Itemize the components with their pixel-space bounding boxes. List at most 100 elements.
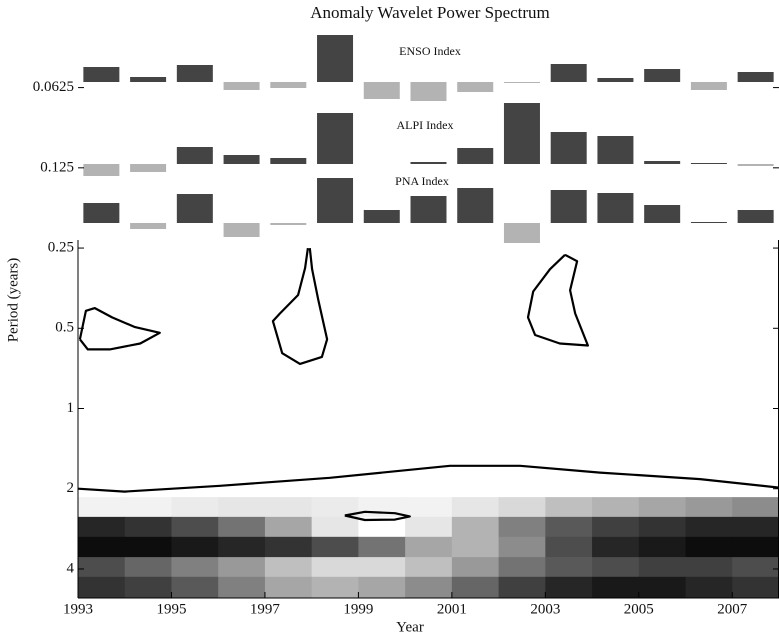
power-cell xyxy=(498,497,546,518)
index-bar xyxy=(503,223,540,243)
index-bar xyxy=(317,113,354,164)
power-cell xyxy=(358,576,406,599)
power-cell xyxy=(171,497,219,518)
power-cell xyxy=(358,557,406,578)
index-bar xyxy=(737,164,774,166)
y-tick-label: 4 xyxy=(67,560,75,576)
power-cell xyxy=(498,557,546,578)
index-bar xyxy=(503,103,540,164)
index-bar xyxy=(83,203,120,223)
power-cell xyxy=(311,557,359,578)
power-cell xyxy=(311,516,359,538)
power-cell xyxy=(78,516,126,538)
power-cell xyxy=(498,576,546,599)
index-bar xyxy=(130,77,167,82)
power-cell xyxy=(218,557,266,578)
index-bar xyxy=(83,67,120,82)
power-cell xyxy=(545,536,593,558)
power-cell xyxy=(218,516,266,538)
power-cell xyxy=(78,576,126,599)
index-bar xyxy=(550,190,587,223)
index-bar xyxy=(130,164,167,172)
index-bar xyxy=(363,82,400,99)
index-bar xyxy=(550,64,587,82)
x-tick-label: 1997 xyxy=(250,601,281,617)
power-cell xyxy=(638,497,687,518)
power-cell xyxy=(732,516,779,538)
power-cell xyxy=(592,516,640,538)
power-cell xyxy=(592,536,640,558)
power-cell xyxy=(405,557,453,578)
index-bar xyxy=(457,148,494,164)
y-tick-label: 0.5 xyxy=(55,320,74,336)
power-cell xyxy=(311,576,359,599)
index-bar xyxy=(690,222,727,223)
power-cell xyxy=(358,536,406,558)
power-cell xyxy=(638,536,687,558)
index-label: PNA Index xyxy=(395,174,449,188)
power-cell xyxy=(124,576,172,599)
contour xyxy=(344,510,411,522)
power-cell xyxy=(545,576,593,599)
y-tick-label: 0.0625 xyxy=(33,79,74,95)
power-cell xyxy=(124,557,172,578)
index-bar xyxy=(690,163,727,164)
index-bar xyxy=(503,82,540,83)
y-tick-label: 0.25 xyxy=(48,239,74,255)
power-cell xyxy=(171,516,219,538)
x-tick-label: 2005 xyxy=(624,601,654,617)
power-cell xyxy=(592,576,640,599)
index-bar xyxy=(457,82,494,92)
power-cell xyxy=(451,557,500,578)
power-cell xyxy=(405,536,453,558)
index-bar xyxy=(690,82,727,90)
y-tick-label: 1 xyxy=(67,400,75,416)
index-bar xyxy=(737,72,774,82)
power-cell xyxy=(311,497,359,518)
power-cell xyxy=(171,576,219,599)
power-cell xyxy=(171,536,219,558)
power-cell xyxy=(405,576,453,599)
index-bar xyxy=(223,82,260,90)
index-bar xyxy=(176,147,213,164)
power-cell xyxy=(124,536,172,558)
power-cell xyxy=(685,576,733,599)
power-cell xyxy=(638,576,687,599)
power-cell xyxy=(78,557,126,578)
index-bar xyxy=(644,205,681,223)
power-cell xyxy=(451,576,500,599)
power-cell xyxy=(545,516,593,538)
y-tick-label: 0.125 xyxy=(40,159,74,175)
power-cell xyxy=(358,516,406,538)
x-tick-label: 1995 xyxy=(156,601,186,617)
power-cell xyxy=(78,536,126,558)
index-bar xyxy=(597,78,634,82)
power-cell xyxy=(732,497,779,518)
power-cell xyxy=(638,516,687,538)
index-bar xyxy=(457,188,494,223)
index-bar xyxy=(597,193,634,223)
power-cell xyxy=(264,557,313,578)
power-cell xyxy=(685,557,733,578)
power-cell xyxy=(264,536,313,558)
power-cell xyxy=(498,536,546,558)
power-cell xyxy=(311,536,359,558)
index-bar xyxy=(223,155,260,164)
x-tick-label: 1993 xyxy=(63,601,93,617)
index-bar xyxy=(737,210,774,223)
index-bar xyxy=(410,162,447,164)
index-bar xyxy=(317,35,354,82)
power-cell xyxy=(264,497,313,518)
contour xyxy=(77,464,779,493)
power-cell xyxy=(218,536,266,558)
index-bar xyxy=(644,161,681,164)
power-cell xyxy=(124,516,172,538)
index-bar xyxy=(176,65,213,82)
power-cell xyxy=(451,516,500,538)
power-cell xyxy=(498,516,546,538)
index-bar xyxy=(270,223,307,225)
power-cell xyxy=(545,497,593,518)
power-cell xyxy=(405,516,453,538)
power-cell xyxy=(264,576,313,599)
